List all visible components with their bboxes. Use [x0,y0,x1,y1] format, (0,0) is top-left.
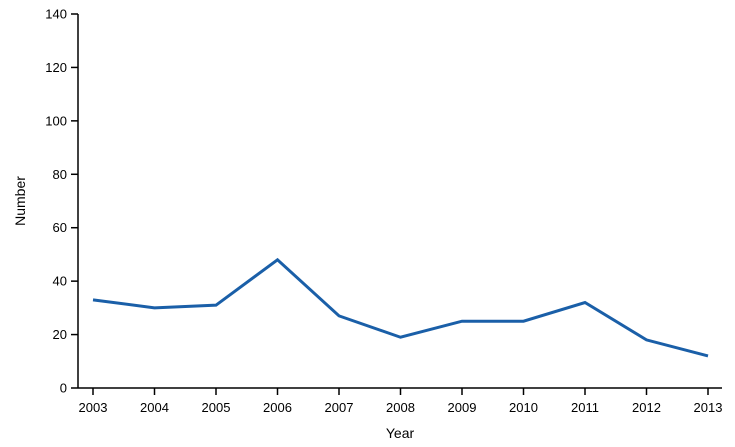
y-tick-label: 80 [53,167,67,182]
y-tick-label: 120 [45,60,67,75]
x-tick-label: 2005 [202,400,231,415]
x-tick-label: 2012 [632,400,661,415]
x-tick-label: 2009 [448,400,477,415]
x-tick-label: 2010 [509,400,538,415]
x-tick-label: 2008 [386,400,415,415]
y-axis-title: Number [12,176,28,226]
x-tick-label: 2007 [325,400,354,415]
y-tick-label: 40 [53,274,67,289]
y-tick-label: 140 [45,7,67,22]
x-tick-label: 2006 [263,400,292,415]
x-tick-label: 2004 [140,400,169,415]
y-tick-label: 20 [53,327,67,342]
data-series-line [92,257,709,358]
x-tick-label: 2013 [694,400,723,415]
y-tick-label: 100 [45,113,67,128]
x-tick-label: 2011 [571,400,599,415]
y-tick-label: 0 [60,381,67,396]
x-axis-title: Year [385,425,415,441]
x-tick-label: 2003 [79,400,108,415]
y-tick-label: 60 [53,220,67,235]
